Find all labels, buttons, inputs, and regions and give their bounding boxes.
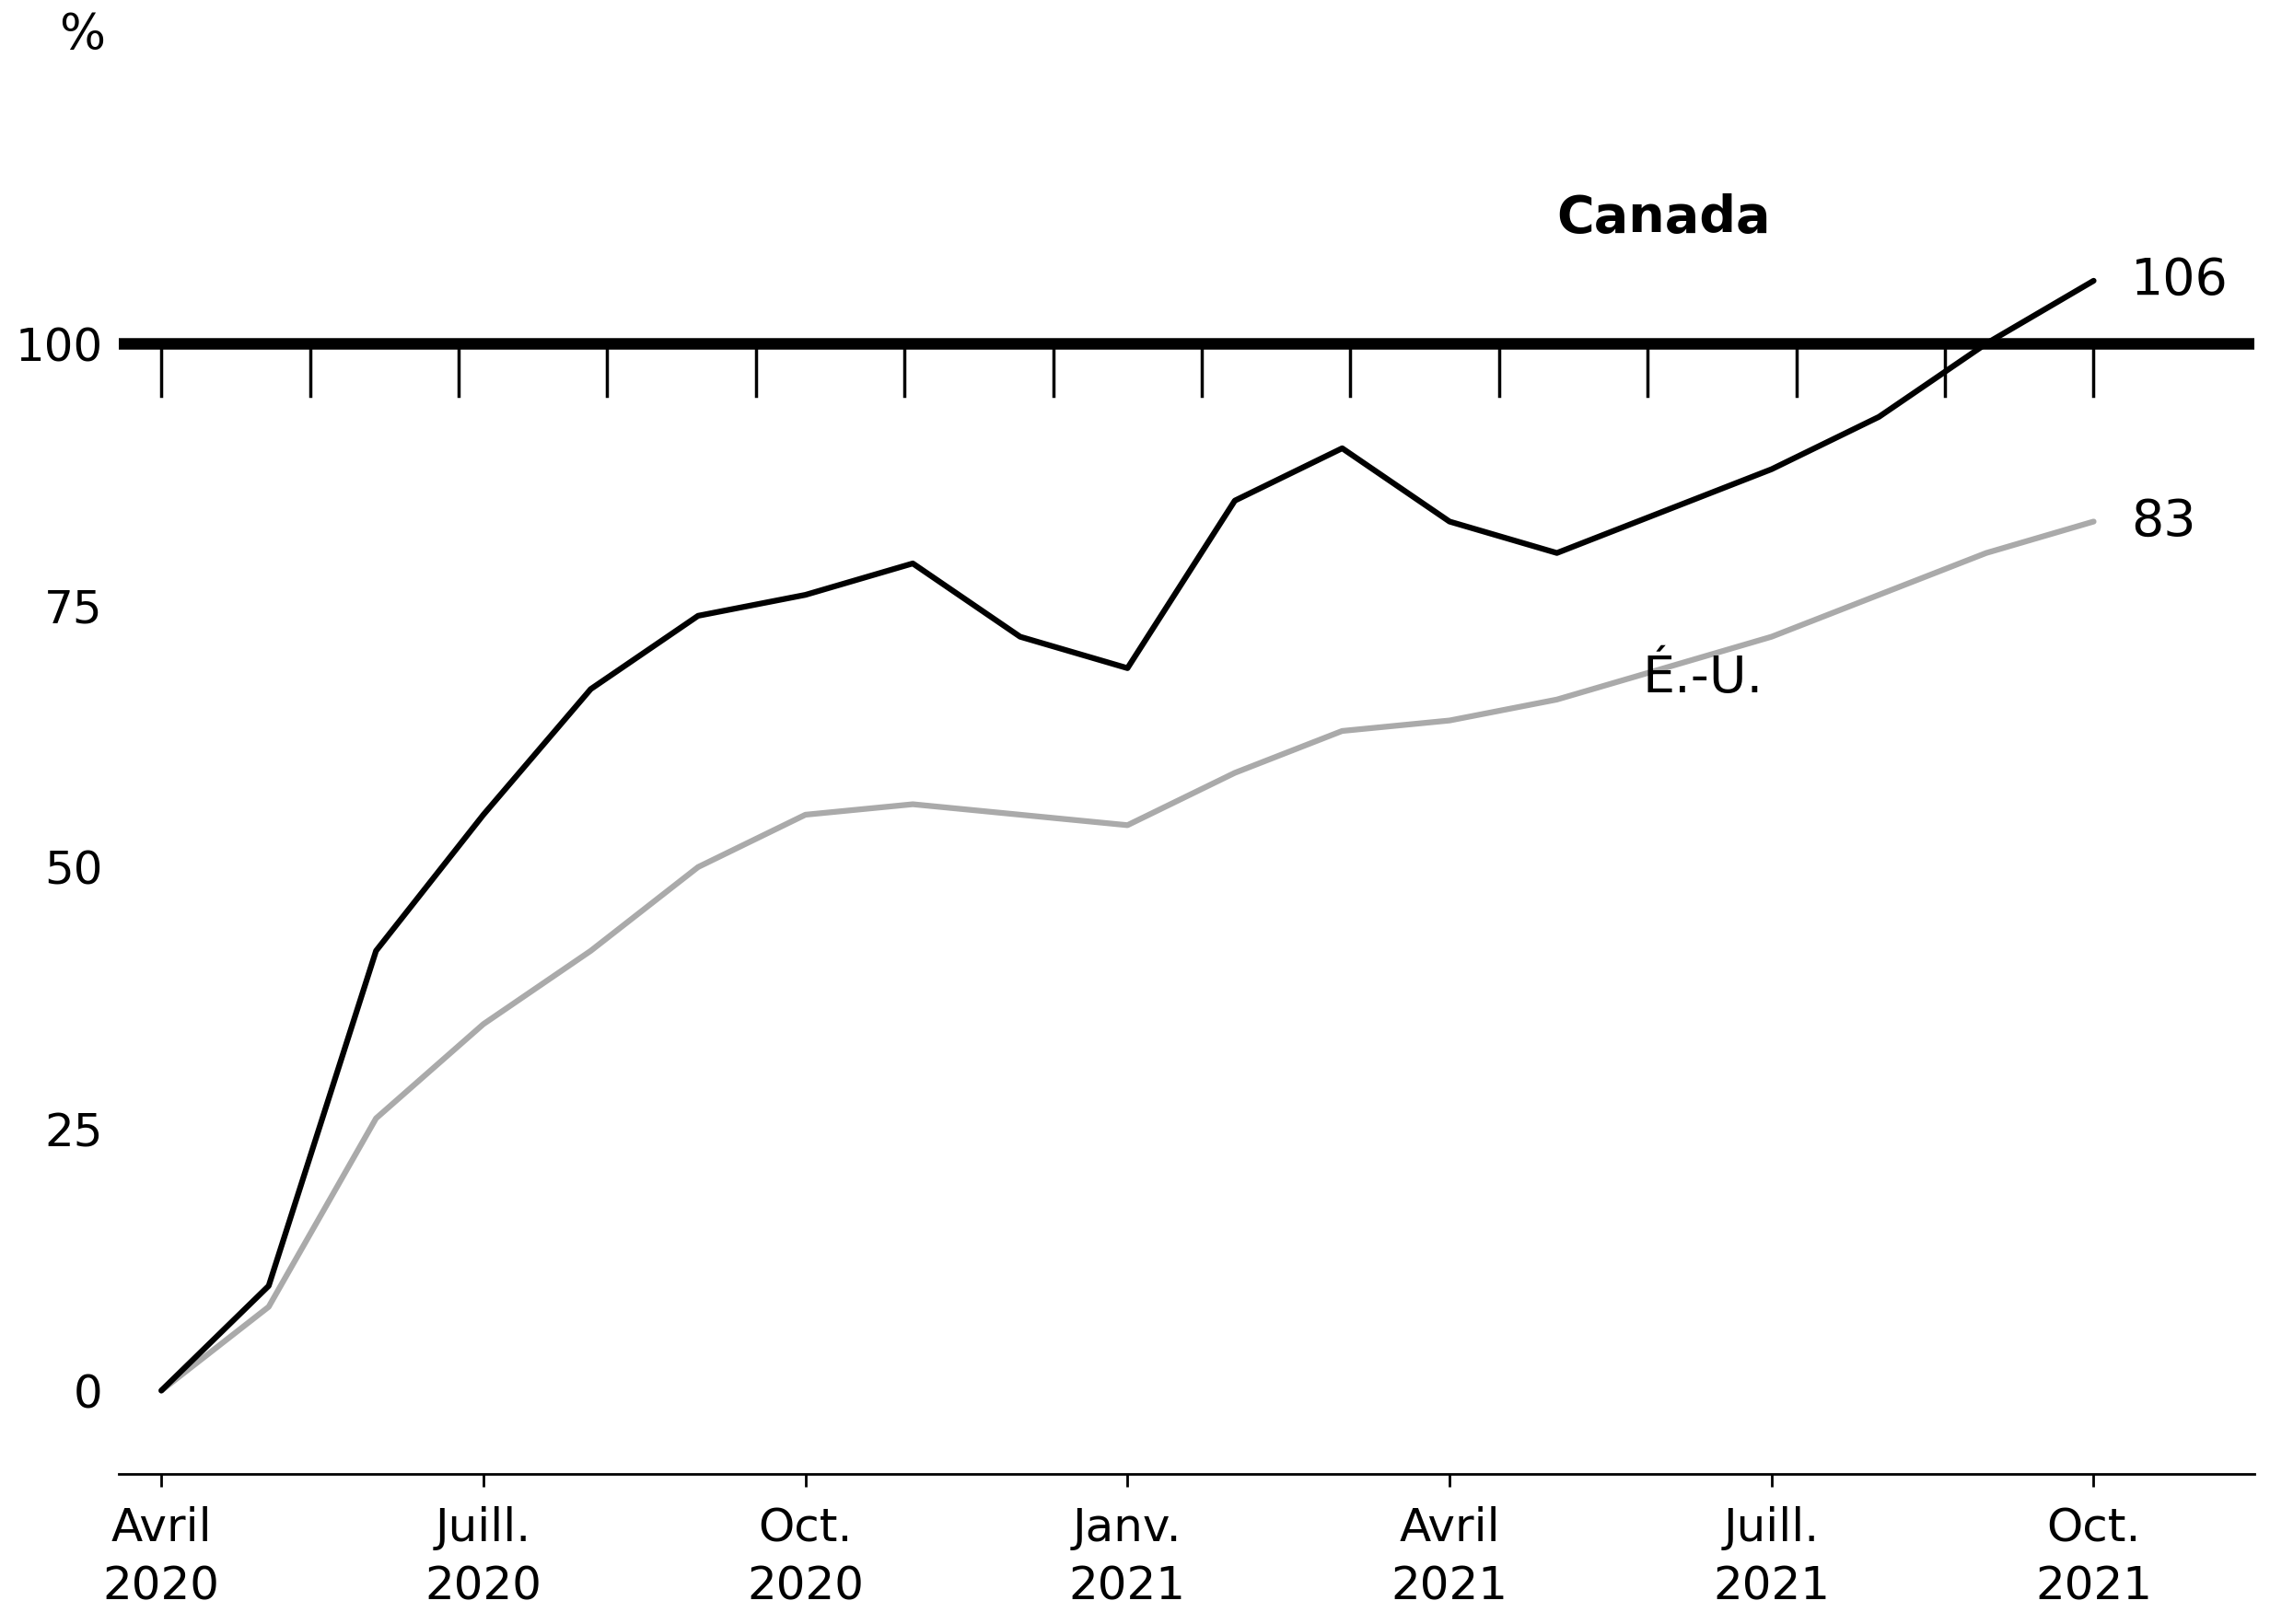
Text: %: %	[59, 11, 104, 58]
Text: 83: 83	[2132, 497, 2197, 546]
Text: É.-U.: É.-U.	[1643, 654, 1764, 703]
Text: 106: 106	[2132, 257, 2229, 305]
Text: Canada: Canada	[1557, 193, 1771, 244]
